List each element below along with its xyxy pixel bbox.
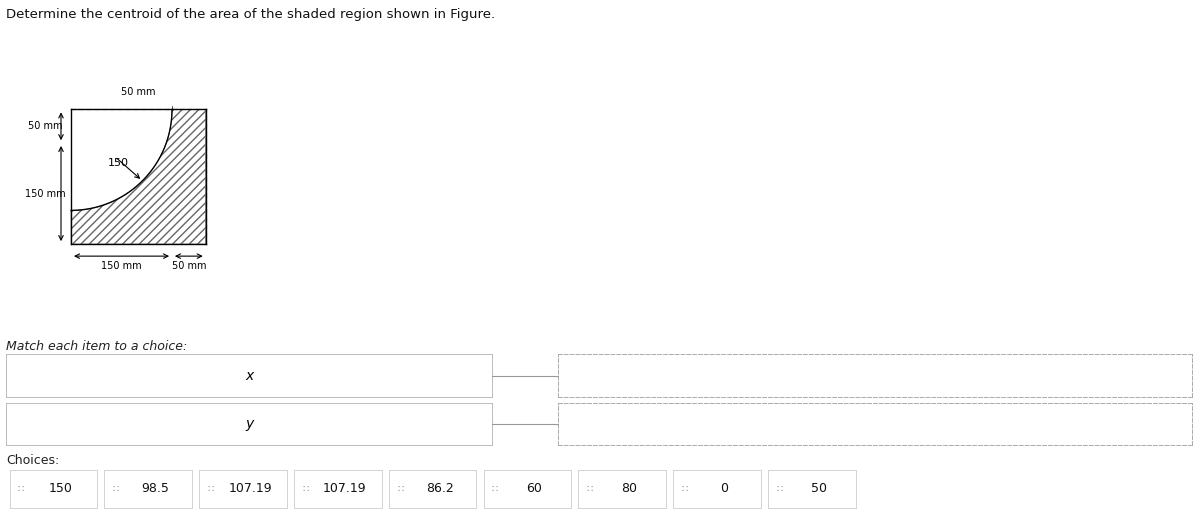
Text: 107.19: 107.19 [323, 482, 367, 496]
Text: ∷: ∷ [113, 484, 119, 494]
Text: 150: 150 [48, 482, 72, 496]
Text: ∷: ∷ [208, 484, 214, 494]
Text: ∷: ∷ [302, 484, 308, 494]
Text: 98.5: 98.5 [142, 482, 169, 496]
Text: 107.19: 107.19 [228, 482, 272, 496]
Text: ∷: ∷ [776, 484, 782, 494]
Text: y: y [245, 417, 253, 431]
Text: Match each item to a choice:: Match each item to a choice: [6, 340, 187, 353]
Text: 50 mm: 50 mm [121, 87, 156, 98]
Text: 150 mm: 150 mm [25, 188, 66, 199]
Text: 86.2: 86.2 [426, 482, 454, 496]
Text: x: x [245, 369, 253, 383]
Text: 150 mm: 150 mm [101, 261, 142, 270]
Text: 50: 50 [811, 482, 827, 496]
Text: Determine the centroid of the area of the shaded region shown in Figure.: Determine the centroid of the area of th… [6, 8, 496, 21]
Text: ∷: ∷ [587, 484, 593, 494]
Text: 0: 0 [720, 482, 728, 496]
Text: ∷: ∷ [397, 484, 403, 494]
Text: 50 mm: 50 mm [29, 121, 62, 131]
Text: 80: 80 [622, 482, 637, 496]
Text: Choices:: Choices: [6, 454, 59, 467]
Text: ∷: ∷ [18, 484, 24, 494]
Text: 60: 60 [527, 482, 542, 496]
Text: ∷: ∷ [682, 484, 688, 494]
Polygon shape [71, 110, 205, 244]
Text: 50 mm: 50 mm [172, 261, 206, 270]
Text: ∷: ∷ [492, 484, 498, 494]
Text: 150: 150 [108, 158, 130, 168]
